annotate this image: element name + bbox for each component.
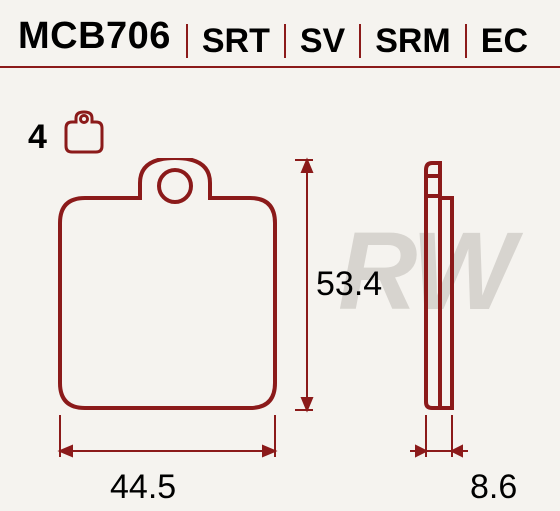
part-number: MCB706 xyxy=(18,15,171,58)
quantity-label: 4 xyxy=(28,118,47,157)
diagram-area: RW 4 53.4 44.5 xyxy=(0,70,560,511)
variant-code: SRM xyxy=(359,24,465,58)
variant-code: EC xyxy=(465,24,542,58)
mini-pad-icon xyxy=(58,110,108,160)
dimension-thickness-value: 8.6 xyxy=(470,468,517,507)
dimension-height-value: 53.4 xyxy=(316,265,382,304)
dimension-width-lines xyxy=(47,415,287,465)
dimension-thickness-lines xyxy=(410,415,530,465)
header-row: MCB706 SRT SV SRM EC xyxy=(0,15,560,68)
dimension-width-value: 44.5 xyxy=(110,468,176,507)
brake-pad-side-profile xyxy=(420,158,480,438)
variant-code: SRT xyxy=(186,24,284,58)
variant-code: SV xyxy=(284,24,359,58)
variant-list: SRT SV SRM EC xyxy=(186,24,542,58)
brake-pad-outline xyxy=(50,158,310,438)
